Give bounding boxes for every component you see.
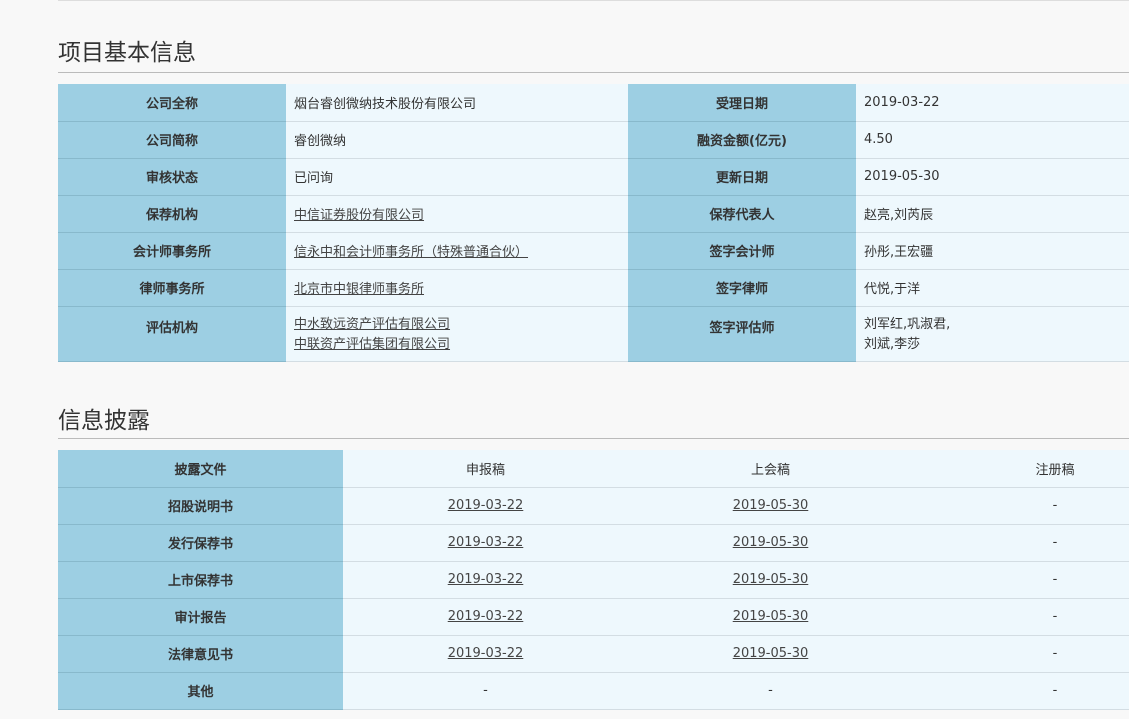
registration-cell: - xyxy=(913,524,1129,562)
table-row: 公司全称 烟台睿创微纳技术股份有限公司 受理日期 2019-03-22 xyxy=(58,84,1129,122)
field-value: 2019-03-22 xyxy=(856,84,1129,122)
field-label: 保荐机构 xyxy=(58,195,286,233)
document-link[interactable]: 2019-03-22 xyxy=(447,646,524,661)
table-row: 审核状态 已问询 更新日期 2019-05-30 xyxy=(58,158,1129,196)
value-text: 烟台睿创微纳技术股份有限公司 xyxy=(294,96,477,112)
registration-cell: - xyxy=(913,635,1129,673)
registration-cell: - xyxy=(913,561,1129,599)
field-label: 审核状态 xyxy=(58,158,286,196)
field-label: 更新日期 xyxy=(628,158,856,196)
document-name: 法律意见书 xyxy=(58,635,343,673)
filing-cell: 2019-03-22 xyxy=(343,524,628,562)
field-value: 烟台睿创微纳技术股份有限公司 xyxy=(286,84,628,122)
filing-cell: - xyxy=(343,672,628,710)
field-label: 评估机构 xyxy=(58,306,286,362)
institution-link[interactable]: 信永中和会计师事务所（特殊普通合伙） xyxy=(294,245,529,260)
document-link[interactable]: 2019-05-30 xyxy=(732,498,809,513)
field-value: 赵亮,刘芮辰 xyxy=(856,195,1129,233)
registration-cell: - xyxy=(913,487,1129,525)
field-label: 律师事务所 xyxy=(58,269,286,307)
field-value: 中水致远资产评估有限公司 中联资产评估集团有限公司 xyxy=(286,306,628,362)
field-value: 中信证券股份有限公司 xyxy=(286,195,628,233)
field-value: 已问询 xyxy=(286,158,628,196)
field-value: 孙彤,王宏疆 xyxy=(856,232,1129,270)
field-value: 代悦,于洋 xyxy=(856,269,1129,307)
meeting-cell: 2019-05-30 xyxy=(628,524,913,562)
table-row: 法律意见书 2019-03-22 2019-05-30 - xyxy=(58,635,1129,673)
meeting-cell: - xyxy=(628,672,913,710)
title-divider xyxy=(58,72,1129,73)
appraisal-firm-link[interactable]: 中联资产评估集团有限公司 xyxy=(294,336,451,352)
table-row: 上市保荐书 2019-03-22 2019-05-30 - xyxy=(58,561,1129,599)
table-row: 保荐机构 中信证券股份有限公司 保荐代表人 赵亮,刘芮辰 xyxy=(58,195,1129,233)
section-title-disclosure: 信息披露 xyxy=(58,408,150,434)
document-name: 审计报告 xyxy=(58,598,343,636)
header-filing: 申报稿 xyxy=(343,450,628,488)
field-value: 睿创微纳 xyxy=(286,121,628,159)
appraiser-names: 刘斌,李莎 xyxy=(864,336,921,352)
document-link[interactable]: 2019-03-22 xyxy=(447,498,524,513)
table-row: 律师事务所 北京市中银律师事务所 签字律师 代悦,于洋 xyxy=(58,269,1129,307)
field-label: 受理日期 xyxy=(628,84,856,122)
value-text: 睿创微纳 xyxy=(294,134,347,149)
disclosure-table: 披露文件 申报稿 上会稿 注册稿 招股说明书 2019-03-22 2019-05-… xyxy=(58,450,1129,710)
field-value: 北京市中银律师事务所 xyxy=(286,269,628,307)
table-row: 公司简称 睿创微纳 融资金额(亿元) 4.50 xyxy=(58,121,1129,159)
filing-cell: 2019-03-22 xyxy=(343,561,628,599)
institution-link[interactable]: 北京市中银律师事务所 xyxy=(294,282,425,297)
field-label: 签字会计师 xyxy=(628,232,856,270)
table-header-row: 披露文件 申报稿 上会稿 注册稿 xyxy=(58,450,1129,488)
meeting-cell: 2019-05-30 xyxy=(628,598,913,636)
top-divider xyxy=(58,0,1129,1)
document-name: 上市保荐书 xyxy=(58,561,343,599)
appraisal-firm-link[interactable]: 中水致远资产评估有限公司 xyxy=(294,316,451,332)
filing-cell: 2019-03-22 xyxy=(343,598,628,636)
meeting-cell: 2019-05-30 xyxy=(628,487,913,525)
field-label: 保荐代表人 xyxy=(628,195,856,233)
document-link[interactable]: 2019-05-30 xyxy=(732,572,809,587)
table-row: 招股说明书 2019-03-22 2019-05-30 - xyxy=(58,487,1129,525)
section-title-basic-info: 项目基本信息 xyxy=(58,40,196,66)
field-label: 公司简称 xyxy=(58,121,286,159)
appraiser-names: 刘军红,巩淑君, xyxy=(864,316,951,332)
field-label: 签字评估师 xyxy=(628,306,856,362)
filing-cell: 2019-03-22 xyxy=(343,487,628,525)
meeting-cell: 2019-05-30 xyxy=(628,561,913,599)
registration-cell: - xyxy=(913,598,1129,636)
document-name: 其他 xyxy=(58,672,343,710)
field-value: 信永中和会计师事务所（特殊普通合伙） xyxy=(286,232,628,270)
field-value: 4.50 xyxy=(856,121,1129,159)
document-link[interactable]: 2019-03-22 xyxy=(447,572,524,587)
institution-link[interactable]: 中信证券股份有限公司 xyxy=(294,208,425,223)
meeting-cell: 2019-05-30 xyxy=(628,635,913,673)
title-divider xyxy=(58,438,1129,439)
document-link[interactable]: 2019-05-30 xyxy=(732,609,809,624)
field-label: 融资金额(亿元) xyxy=(628,121,856,159)
basic-info-table: 公司全称 烟台睿创微纳技术股份有限公司 受理日期 2019-03-22 公司简称 … xyxy=(58,84,1129,362)
document-link[interactable]: 2019-03-22 xyxy=(447,535,524,550)
document-link[interactable]: 2019-05-30 xyxy=(732,646,809,661)
table-row: 发行保荐书 2019-03-22 2019-05-30 - xyxy=(58,524,1129,562)
field-value: 刘军红,巩淑君, 刘斌,李莎 xyxy=(856,306,1129,362)
value-text: 已问询 xyxy=(294,171,334,186)
header-registration: 注册稿 xyxy=(913,450,1129,488)
table-row: 其他 - - - xyxy=(58,672,1129,710)
document-link[interactable]: 2019-05-30 xyxy=(732,535,809,550)
registration-cell: - xyxy=(913,672,1129,710)
table-row: 评估机构 中水致远资产评估有限公司 中联资产评估集团有限公司 签字评估师 刘军红,… xyxy=(58,306,1129,362)
filing-cell: 2019-03-22 xyxy=(343,635,628,673)
header-meeting: 上会稿 xyxy=(628,450,913,488)
field-value: 2019-05-30 xyxy=(856,158,1129,196)
field-label: 签字律师 xyxy=(628,269,856,307)
field-label: 会计师事务所 xyxy=(58,232,286,270)
table-row: 审计报告 2019-03-22 2019-05-30 - xyxy=(58,598,1129,636)
document-name: 招股说明书 xyxy=(58,487,343,525)
header-doc: 披露文件 xyxy=(58,450,343,488)
field-label: 公司全称 xyxy=(58,84,286,122)
table-row: 会计师事务所 信永中和会计师事务所（特殊普通合伙） 签字会计师 孙彤,王宏疆 xyxy=(58,232,1129,270)
document-link[interactable]: 2019-03-22 xyxy=(447,609,524,624)
document-name: 发行保荐书 xyxy=(58,524,343,562)
